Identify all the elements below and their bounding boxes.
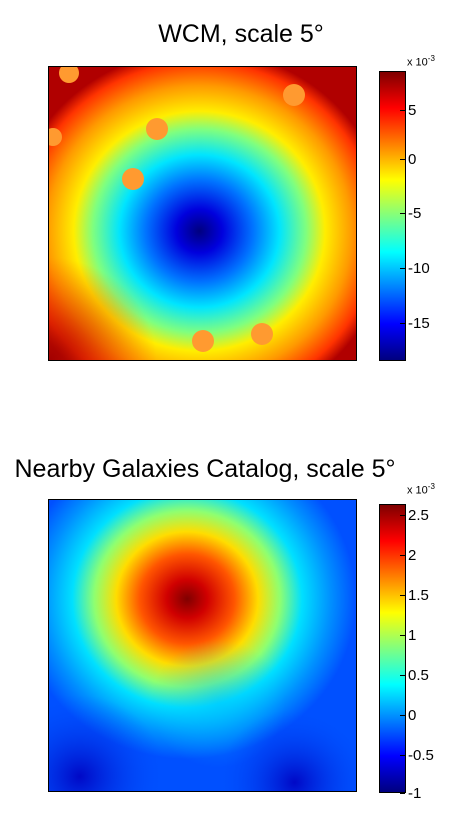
colorbar-tick: -10	[400, 260, 430, 277]
colorbar-tick: -5	[399, 205, 422, 222]
nearby-galaxies-heatmap	[48, 499, 357, 792]
colorbar-multiplier: x 10-3	[407, 54, 435, 69]
chart-title: WCM, scale 5°	[158, 20, 324, 48]
masked-patches	[49, 67, 305, 352]
colorbar-tick: 2	[399, 547, 417, 564]
colorbar-tick: -0.5	[400, 747, 434, 764]
colorbar	[379, 71, 406, 361]
colorbar-gradient	[380, 72, 405, 360]
nearby-galaxies-panel: Nearby Galaxies Catalog, scale 5°	[0, 432, 458, 817]
colorbar-tick: 0	[399, 707, 417, 724]
chart-title: Nearby Galaxies Catalog, scale 5°	[14, 455, 396, 483]
colorbar-tick: -1	[399, 785, 422, 802]
nearby-galaxies-heatmap-svg	[49, 500, 356, 791]
wcm-panel: WCM, scale 5°	[0, 0, 458, 400]
wcm-heatmap	[48, 66, 357, 361]
colorbar-tick: 0.5	[400, 667, 429, 684]
wcm-heatmap-svg	[49, 67, 356, 360]
colorbar-multiplier: x 10-3	[407, 482, 435, 497]
colorbar-tick: -15	[400, 315, 430, 332]
colorbar-gradient	[380, 505, 405, 792]
colorbar-tick: 5	[399, 102, 417, 119]
colorbar	[379, 504, 406, 793]
colorbar-tick: 1	[399, 627, 417, 644]
colorbar-tick: 1.5	[400, 587, 429, 604]
colorbar-tick: 0	[399, 151, 417, 168]
colorbar-tick: 2.5	[400, 507, 429, 524]
